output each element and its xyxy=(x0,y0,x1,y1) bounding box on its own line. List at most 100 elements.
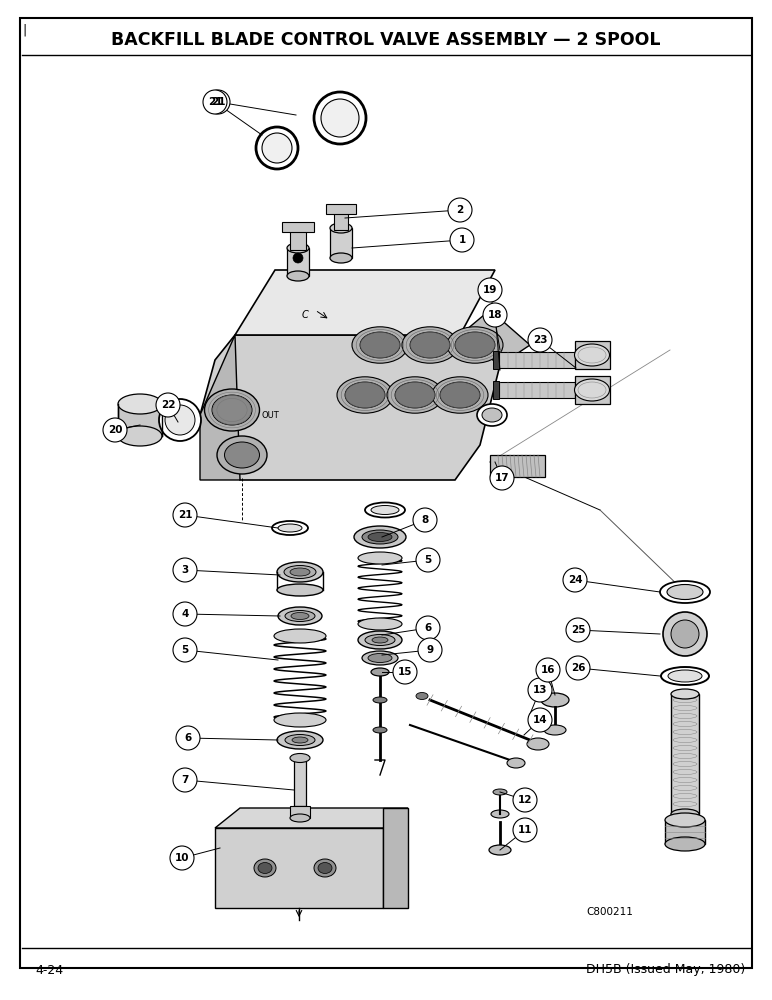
Circle shape xyxy=(393,660,417,684)
Text: 5: 5 xyxy=(425,555,432,565)
Ellipse shape xyxy=(432,377,488,413)
Circle shape xyxy=(173,558,197,582)
Polygon shape xyxy=(235,270,495,335)
Ellipse shape xyxy=(447,327,503,363)
Circle shape xyxy=(566,618,590,642)
Ellipse shape xyxy=(352,327,408,363)
Text: 26: 26 xyxy=(571,663,585,673)
Circle shape xyxy=(528,708,552,732)
Ellipse shape xyxy=(544,725,566,735)
Ellipse shape xyxy=(278,524,302,532)
Text: 8: 8 xyxy=(422,515,428,525)
Bar xyxy=(282,222,314,232)
Ellipse shape xyxy=(165,405,195,435)
Text: 6: 6 xyxy=(185,733,191,743)
Bar xyxy=(215,828,383,908)
Ellipse shape xyxy=(318,862,332,874)
Ellipse shape xyxy=(159,399,201,441)
Ellipse shape xyxy=(373,727,387,733)
Ellipse shape xyxy=(455,332,495,358)
Ellipse shape xyxy=(362,651,398,665)
Circle shape xyxy=(176,726,200,750)
Ellipse shape xyxy=(665,837,705,851)
Ellipse shape xyxy=(491,810,509,818)
Text: 21: 21 xyxy=(208,97,222,107)
Circle shape xyxy=(103,418,127,442)
Ellipse shape xyxy=(217,436,267,474)
Text: 12: 12 xyxy=(518,795,532,805)
Circle shape xyxy=(170,846,194,870)
Ellipse shape xyxy=(254,859,276,877)
Ellipse shape xyxy=(527,738,549,750)
Ellipse shape xyxy=(205,389,259,431)
Ellipse shape xyxy=(277,731,323,749)
Ellipse shape xyxy=(314,92,366,144)
Ellipse shape xyxy=(493,789,507,795)
Text: 24: 24 xyxy=(567,575,582,585)
Ellipse shape xyxy=(287,271,309,281)
Ellipse shape xyxy=(277,584,323,596)
Ellipse shape xyxy=(541,693,569,707)
Ellipse shape xyxy=(395,382,435,408)
Circle shape xyxy=(173,768,197,792)
Circle shape xyxy=(206,90,230,114)
Ellipse shape xyxy=(362,530,398,544)
Ellipse shape xyxy=(371,668,389,676)
Ellipse shape xyxy=(660,581,710,603)
Circle shape xyxy=(513,818,537,842)
Bar xyxy=(495,352,575,368)
Ellipse shape xyxy=(225,442,259,468)
Text: 6: 6 xyxy=(425,623,432,633)
Bar xyxy=(287,248,309,276)
Ellipse shape xyxy=(118,394,162,414)
Ellipse shape xyxy=(358,552,402,564)
Ellipse shape xyxy=(330,253,352,263)
Ellipse shape xyxy=(292,737,308,743)
Bar xyxy=(490,455,545,477)
Bar xyxy=(493,381,499,399)
Ellipse shape xyxy=(278,607,322,625)
Ellipse shape xyxy=(372,637,388,643)
Circle shape xyxy=(566,656,590,680)
Bar xyxy=(118,404,162,436)
Ellipse shape xyxy=(661,667,709,685)
Ellipse shape xyxy=(354,526,406,548)
Ellipse shape xyxy=(365,502,405,518)
Ellipse shape xyxy=(345,382,385,408)
Ellipse shape xyxy=(118,426,162,446)
Circle shape xyxy=(416,616,440,640)
Circle shape xyxy=(173,602,197,626)
Text: DH5B (Issued May, 1980): DH5B (Issued May, 1980) xyxy=(586,964,745,976)
Circle shape xyxy=(483,303,507,327)
Text: BACKFILL BLADE CONTROL VALVE ASSEMBLY — 2 SPOOL: BACKFILL BLADE CONTROL VALVE ASSEMBLY — … xyxy=(111,31,661,49)
Ellipse shape xyxy=(330,223,352,233)
Ellipse shape xyxy=(373,697,387,703)
Text: 17: 17 xyxy=(495,473,510,483)
Ellipse shape xyxy=(256,127,298,169)
Ellipse shape xyxy=(368,654,392,662)
Circle shape xyxy=(450,228,474,252)
Ellipse shape xyxy=(358,631,402,649)
Bar xyxy=(495,382,575,398)
Circle shape xyxy=(416,548,440,572)
Ellipse shape xyxy=(416,692,428,700)
Bar xyxy=(665,820,705,844)
Bar xyxy=(294,758,306,806)
Text: 11: 11 xyxy=(518,825,532,835)
Circle shape xyxy=(173,503,197,527)
Text: 4-24: 4-24 xyxy=(35,964,63,976)
Circle shape xyxy=(448,198,472,222)
Text: 9: 9 xyxy=(426,645,434,655)
Ellipse shape xyxy=(671,809,699,819)
Ellipse shape xyxy=(371,506,399,514)
Ellipse shape xyxy=(290,568,310,576)
Text: 20: 20 xyxy=(108,425,122,435)
Ellipse shape xyxy=(507,758,525,768)
Text: C: C xyxy=(302,310,308,320)
Circle shape xyxy=(173,638,197,662)
Text: 10: 10 xyxy=(174,853,189,863)
Bar xyxy=(330,228,352,258)
Ellipse shape xyxy=(387,377,443,413)
Ellipse shape xyxy=(360,332,400,358)
Ellipse shape xyxy=(368,532,392,542)
